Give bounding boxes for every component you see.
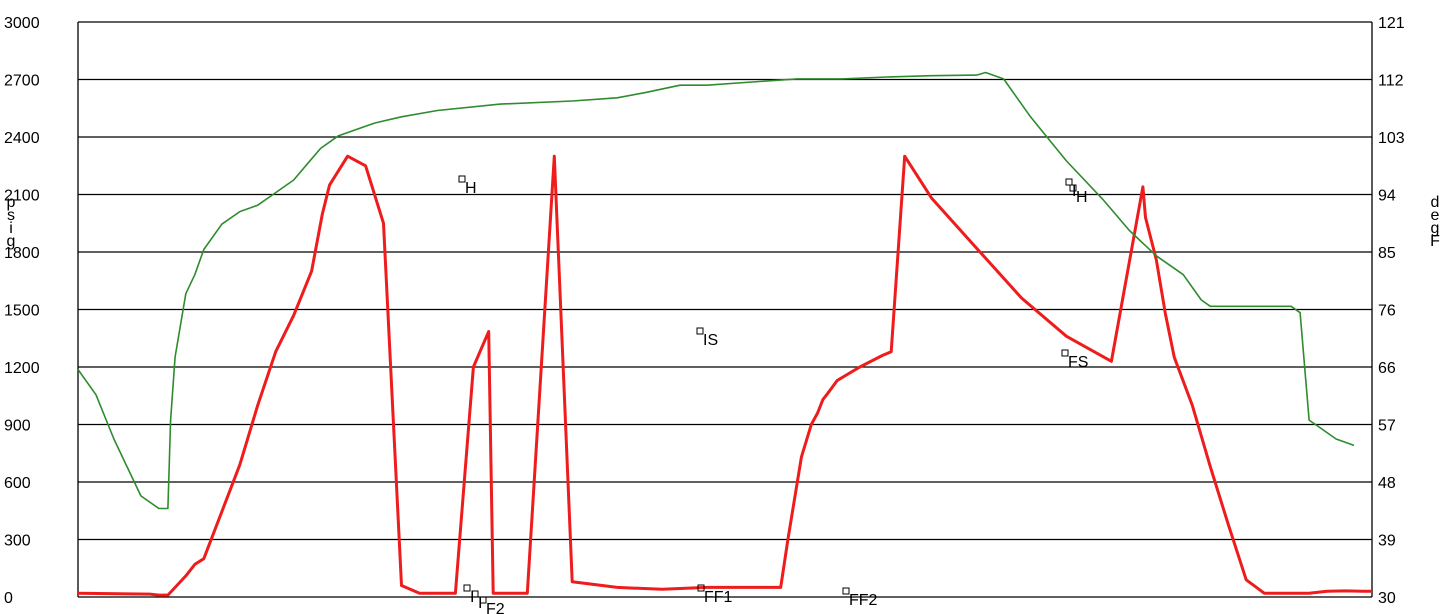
right-tick-label: 103 — [1378, 130, 1405, 147]
pressure-series-line — [77, 154, 1372, 597]
right-tick-label: 30 — [1378, 590, 1396, 607]
event-marker-label: FS — [1068, 354, 1088, 371]
right-axis-title-text: degF — [1430, 194, 1440, 250]
series-lines — [77, 71, 1372, 597]
left-tick-label: 300 — [4, 533, 31, 550]
left-tick-label: 600 — [4, 475, 31, 492]
event-marker-label: F2 — [486, 601, 505, 614]
right-tick-label: 112 — [1378, 73, 1404, 90]
event-marker-box — [1061, 349, 1069, 357]
left-axis-title: psig — [4, 194, 18, 250]
event-marker-box — [479, 596, 487, 604]
left-tick-label: 2700 — [4, 73, 40, 90]
left-tick-label: 0 — [4, 590, 13, 607]
left-tick-label: 1200 — [4, 360, 40, 377]
event-marker-box — [697, 584, 705, 592]
left-axis-ticks: 0 300 600 900 1200 1500 1800 2100 2400 2700 3000 — [4, 15, 40, 607]
right-tick-label: 57 — [1378, 418, 1396, 435]
right-axis-ticks: 30 39 48 57 66 76 85 94 103 112 121 — [1378, 15, 1405, 607]
event-marker-box — [842, 587, 850, 595]
event-marker-box — [471, 590, 479, 598]
right-tick-label: 48 — [1378, 475, 1396, 492]
gridlines — [77, 21, 1373, 598]
event-marker-label: H — [1076, 189, 1088, 206]
left-axis-title-text: psig — [6, 194, 16, 250]
event-marker-box — [1065, 178, 1073, 186]
right-tick-label: 39 — [1378, 533, 1396, 550]
event-marker-label: IS — [703, 332, 718, 349]
event-marker-label: H — [465, 180, 477, 197]
left-tick-label: 1500 — [4, 303, 40, 320]
right-tick-label: 121 — [1378, 15, 1405, 32]
left-tick-label: 900 — [4, 418, 31, 435]
event-marker-box — [463, 584, 471, 592]
event-marker-box — [696, 327, 704, 335]
temperature-series-line — [77, 71, 1355, 510]
event-marker-box — [1069, 184, 1077, 192]
right-tick-label: 76 — [1378, 303, 1396, 320]
event-marker-box — [458, 175, 466, 183]
left-tick-label: 1800 — [4, 245, 40, 262]
right-tick-label: 94 — [1378, 188, 1396, 205]
right-tick-label: 66 — [1378, 360, 1396, 377]
right-axis-title: degF — [1428, 194, 1442, 250]
left-tick-label: 2100 — [4, 188, 40, 205]
event-marker-label: FF1 — [704, 589, 733, 606]
left-tick-label: 3000 — [4, 15, 40, 32]
event-marker-label: FF2 — [849, 592, 878, 609]
right-tick-label: 85 — [1378, 245, 1396, 262]
left-tick-label: 2400 — [4, 130, 40, 147]
